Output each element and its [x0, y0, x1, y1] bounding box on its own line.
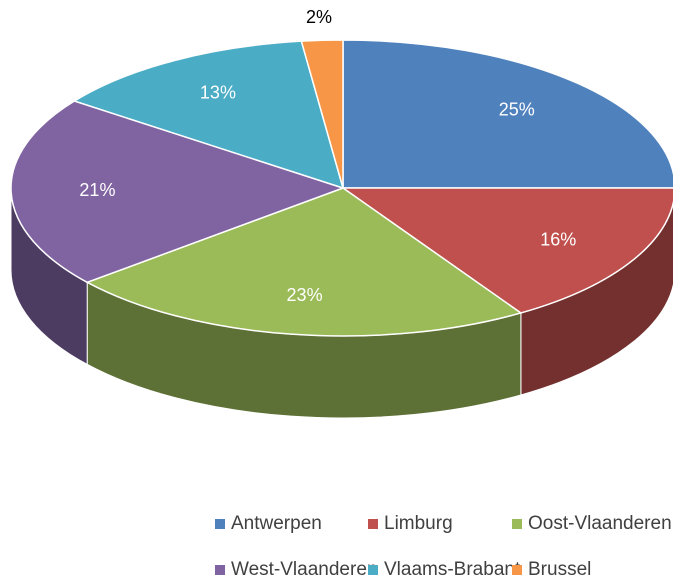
slice: [300, 39, 344, 189]
slice: [72, 40, 345, 190]
legend-swatch: [215, 519, 225, 529]
slice: [10, 100, 346, 284]
legend-label: West-Vlaanderen: [231, 559, 377, 580]
legend-label: Brussel: [528, 559, 591, 580]
slice: [340, 187, 673, 314]
legend-swatch: [368, 565, 378, 575]
legend-swatch: [512, 565, 522, 575]
legend-label: Oost-Vlaanderen: [528, 513, 672, 534]
legend-label: Vlaams-Brabant: [384, 559, 521, 580]
legend-swatch: [368, 519, 378, 529]
data-label: 23%: [287, 285, 323, 305]
data-label: 21%: [79, 180, 115, 200]
data-label: 25%: [499, 99, 535, 119]
data-label: 16%: [540, 230, 576, 250]
slice: [85, 187, 523, 337]
data-label: 2%: [306, 7, 332, 27]
data-label: 13%: [200, 82, 236, 102]
legend-label: Limburg: [384, 513, 453, 534]
legend-swatch: [512, 519, 522, 529]
legend-label: Antwerpen: [231, 513, 322, 534]
legend-swatch: [215, 565, 225, 575]
slice: [342, 39, 673, 189]
